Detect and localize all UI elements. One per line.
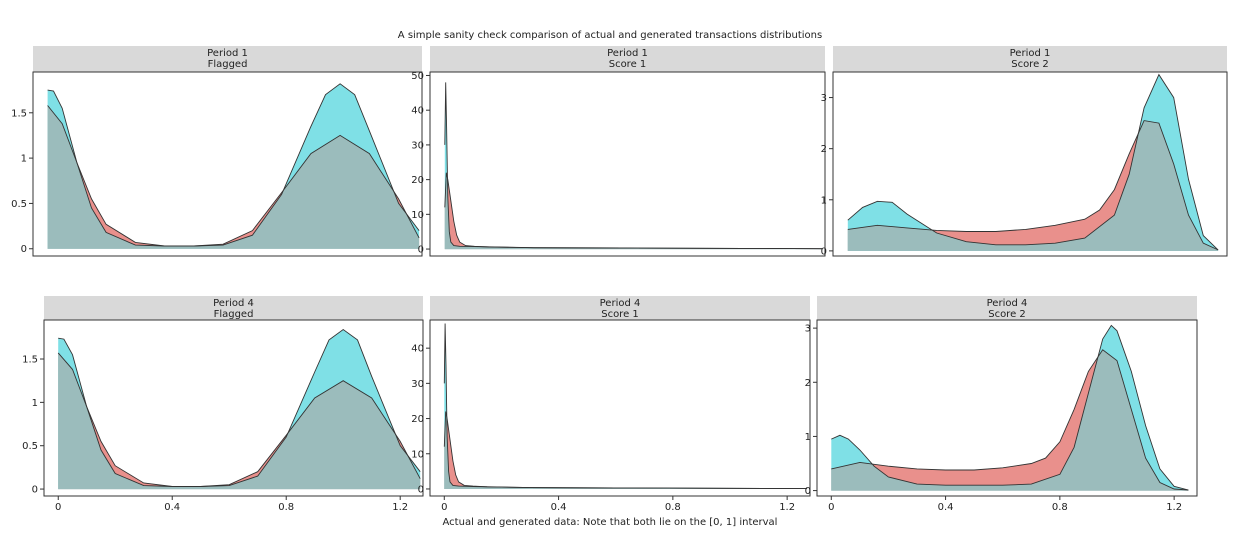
y-tick-label: 20 bbox=[411, 175, 424, 186]
facet-strip-label: Period 4 bbox=[213, 298, 254, 309]
plot-area bbox=[443, 323, 808, 490]
y-tick-label: 40 bbox=[411, 106, 424, 117]
y-tick-label: 10 bbox=[411, 210, 424, 221]
panel-frame bbox=[816, 319, 1198, 497]
facet-strip-label: Flagged bbox=[208, 59, 248, 70]
x-tick-label: 0.8 bbox=[278, 502, 294, 513]
generated-density-line bbox=[831, 324, 1189, 491]
plot-area bbox=[57, 328, 421, 490]
facet-strip-label: Period 4 bbox=[987, 298, 1028, 309]
y-tick-label: 1.5 bbox=[22, 355, 38, 366]
x-tick-label: 1.2 bbox=[392, 502, 408, 513]
y-tick-label: 3 bbox=[821, 93, 827, 104]
facet-strip-label: Period 1 bbox=[207, 48, 248, 59]
facet-strip bbox=[817, 296, 1197, 320]
actual-density-line bbox=[831, 349, 1189, 491]
actual-density-area bbox=[444, 411, 808, 489]
figure-title: A simple sanity check comparison of actu… bbox=[398, 30, 822, 41]
y-tick-label: 0 bbox=[418, 245, 424, 256]
generated-density-area bbox=[444, 82, 822, 250]
actual-density-area bbox=[444, 172, 822, 250]
y-tick-label: 10 bbox=[411, 449, 424, 460]
overlap-density-area bbox=[47, 105, 420, 249]
y-tick-label: 20 bbox=[411, 414, 424, 425]
y-tick-label: 30 bbox=[411, 140, 424, 151]
facet-strip bbox=[44, 296, 423, 320]
figure-xlabel: Actual and generated data: Note that bot… bbox=[443, 517, 778, 528]
y-tick-label: 3 bbox=[805, 324, 811, 335]
facet-strip-label: Score 2 bbox=[1011, 59, 1049, 70]
y-tick-label: 1 bbox=[32, 398, 38, 409]
y-tick-label: 0 bbox=[805, 486, 811, 497]
generated-density-line bbox=[847, 73, 1219, 251]
y-tick-label: 0 bbox=[21, 244, 27, 255]
generated-density-area bbox=[444, 323, 808, 489]
y-tick-label: 2 bbox=[805, 378, 811, 389]
x-tick-label: 0.8 bbox=[1052, 502, 1068, 513]
facet-strip bbox=[33, 46, 422, 72]
y-tick-label: 1 bbox=[821, 195, 827, 206]
facet-strip-label: Score 2 bbox=[988, 309, 1026, 320]
y-tick-label: 0 bbox=[821, 246, 827, 257]
panel-frame bbox=[832, 71, 1228, 257]
overlap-density-area bbox=[847, 120, 1219, 251]
x-tick-label: 0.8 bbox=[665, 502, 681, 513]
x-tick-label: 1.2 bbox=[1166, 502, 1182, 513]
plot-area bbox=[831, 324, 1189, 491]
overlap-density-area bbox=[831, 349, 1189, 491]
x-tick-label: 0 bbox=[441, 502, 447, 513]
x-tick-label: 0 bbox=[828, 502, 834, 513]
generated-density-line bbox=[47, 83, 420, 247]
y-tick-label: 2 bbox=[821, 144, 827, 155]
facet-strip-label: Period 1 bbox=[607, 48, 648, 59]
facet-strip-label: Score 1 bbox=[601, 309, 639, 320]
plot-area bbox=[847, 73, 1219, 251]
y-tick-label: 1 bbox=[805, 432, 811, 443]
facet-strip bbox=[833, 46, 1227, 72]
overlap-density-area bbox=[444, 174, 822, 250]
actual-density-line bbox=[444, 172, 823, 250]
facet-strip bbox=[430, 296, 810, 320]
generated-density-line bbox=[443, 323, 808, 490]
y-tick-label: 0 bbox=[418, 484, 424, 495]
facet-strip-label: Period 4 bbox=[600, 298, 641, 309]
plot-area bbox=[47, 83, 420, 249]
generated-density-line bbox=[58, 328, 421, 487]
facet-strip-label: Flagged bbox=[214, 309, 254, 320]
actual-density-line bbox=[443, 411, 808, 490]
y-tick-label: 0 bbox=[32, 485, 38, 496]
y-tick-label: 1.5 bbox=[11, 108, 27, 119]
panel-frame bbox=[43, 319, 424, 497]
x-tick-label: 0.4 bbox=[551, 502, 567, 513]
overlap-density-area bbox=[444, 413, 808, 489]
x-tick-label: 0.4 bbox=[164, 502, 180, 513]
overlap-density-area bbox=[58, 352, 421, 490]
plot-area bbox=[444, 82, 823, 250]
generated-density-line bbox=[444, 82, 823, 250]
facet-strip-label: Period 1 bbox=[1010, 48, 1051, 59]
panel-frame bbox=[429, 71, 826, 257]
y-tick-label: 50 bbox=[411, 71, 424, 82]
y-tick-label: 30 bbox=[411, 379, 424, 390]
x-tick-label: 0.4 bbox=[938, 502, 954, 513]
panel-frame bbox=[429, 319, 811, 497]
y-tick-label: 0.5 bbox=[22, 441, 38, 452]
facet-strip bbox=[430, 46, 825, 72]
x-tick-label: 0 bbox=[55, 502, 61, 513]
panel-frame bbox=[32, 71, 423, 257]
x-tick-label: 1.2 bbox=[779, 502, 795, 513]
facet-strip-label: Score 1 bbox=[609, 59, 647, 70]
y-tick-label: 40 bbox=[411, 344, 424, 355]
y-tick-label: 1 bbox=[21, 154, 27, 165]
y-tick-label: 0.5 bbox=[11, 199, 27, 210]
